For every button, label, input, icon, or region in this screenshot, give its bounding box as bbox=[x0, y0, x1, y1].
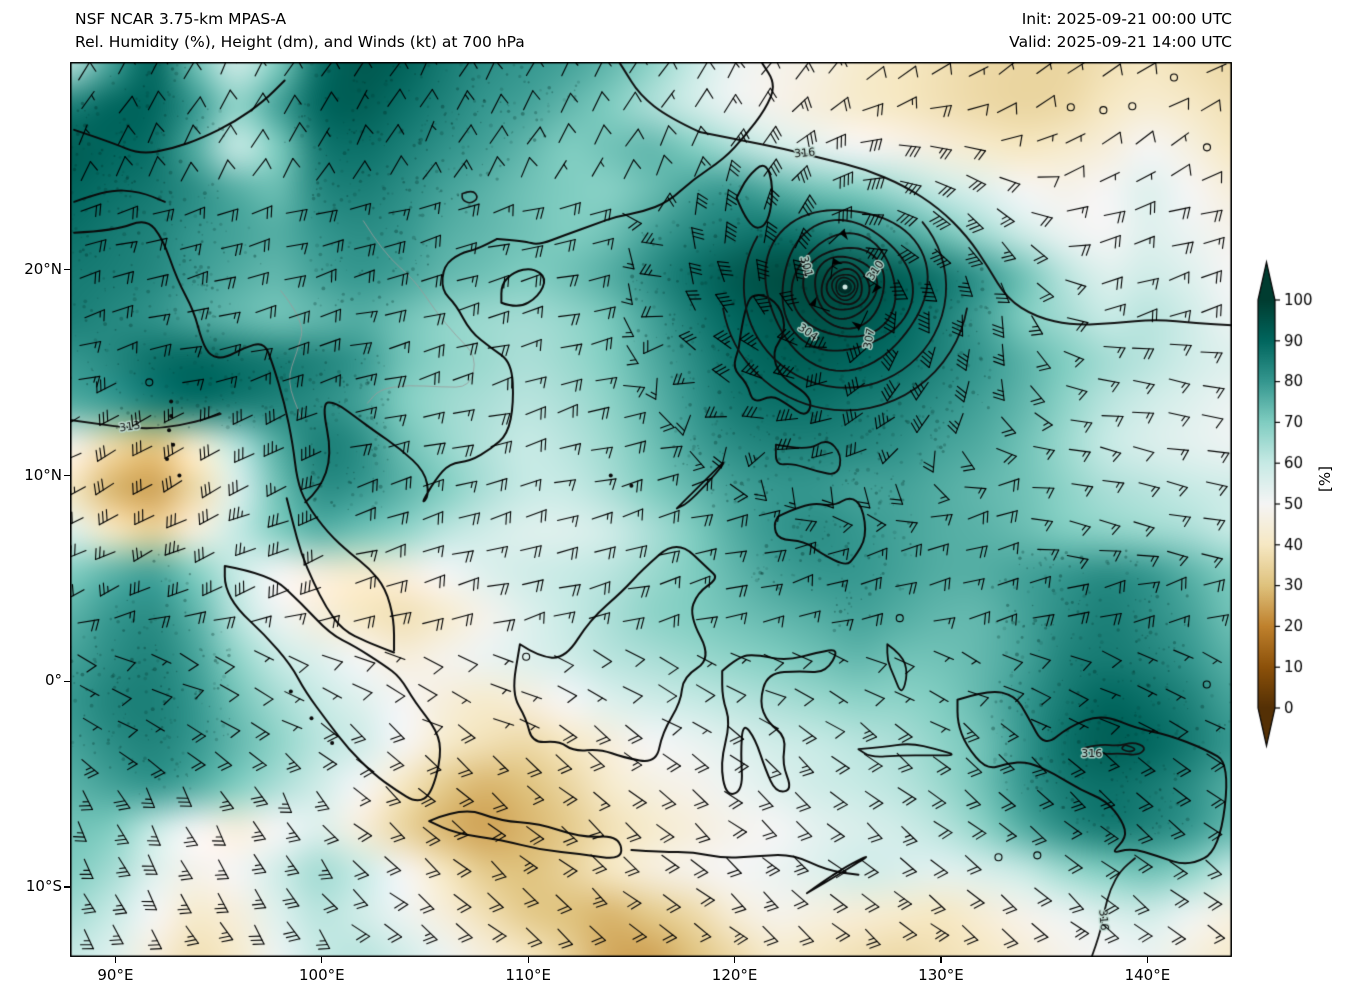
x-tick-mark bbox=[527, 957, 529, 963]
x-tick-mark bbox=[733, 957, 736, 963]
x-tick-label: 90°E bbox=[97, 966, 134, 984]
colorbar-canvas bbox=[1246, 254, 1356, 764]
x-tick-label: 140°E bbox=[1124, 966, 1171, 984]
title-field-line: Rel. Humidity (%), Height (dm), and Wind… bbox=[75, 33, 525, 51]
y-tick-mark bbox=[64, 269, 70, 271]
y-tick-label: 0° bbox=[44, 671, 62, 690]
init-time-label: Init: 2025-09-21 00:00 UTC bbox=[1021, 10, 1232, 28]
map-canvas bbox=[70, 62, 1232, 957]
x-tick-mark bbox=[321, 957, 323, 963]
y-tick-label: 10°S bbox=[25, 877, 62, 896]
colorbar-unit-label: [%] bbox=[1316, 466, 1334, 492]
x-tick-label: 110°E bbox=[505, 966, 551, 984]
x-tick-mark bbox=[940, 957, 942, 963]
y-tick-mark bbox=[64, 474, 70, 477]
y-tick-mark bbox=[64, 886, 70, 888]
x-tick-mark bbox=[114, 957, 116, 963]
y-tick-label: 20°N bbox=[24, 259, 62, 278]
title-model-line: NSF NCAR 3.75-km MPAS-A bbox=[75, 10, 287, 28]
y-tick-label: 10°N bbox=[24, 465, 62, 484]
valid-time-label: Valid: 2025-09-21 14:00 UTC bbox=[1009, 33, 1232, 51]
x-tick-mark bbox=[1146, 957, 1148, 963]
x-tick-label: 120°E bbox=[711, 966, 758, 984]
x-tick-label: 130°E bbox=[918, 966, 964, 984]
x-tick-label: 100°E bbox=[298, 966, 345, 984]
y-tick-mark bbox=[64, 680, 70, 682]
